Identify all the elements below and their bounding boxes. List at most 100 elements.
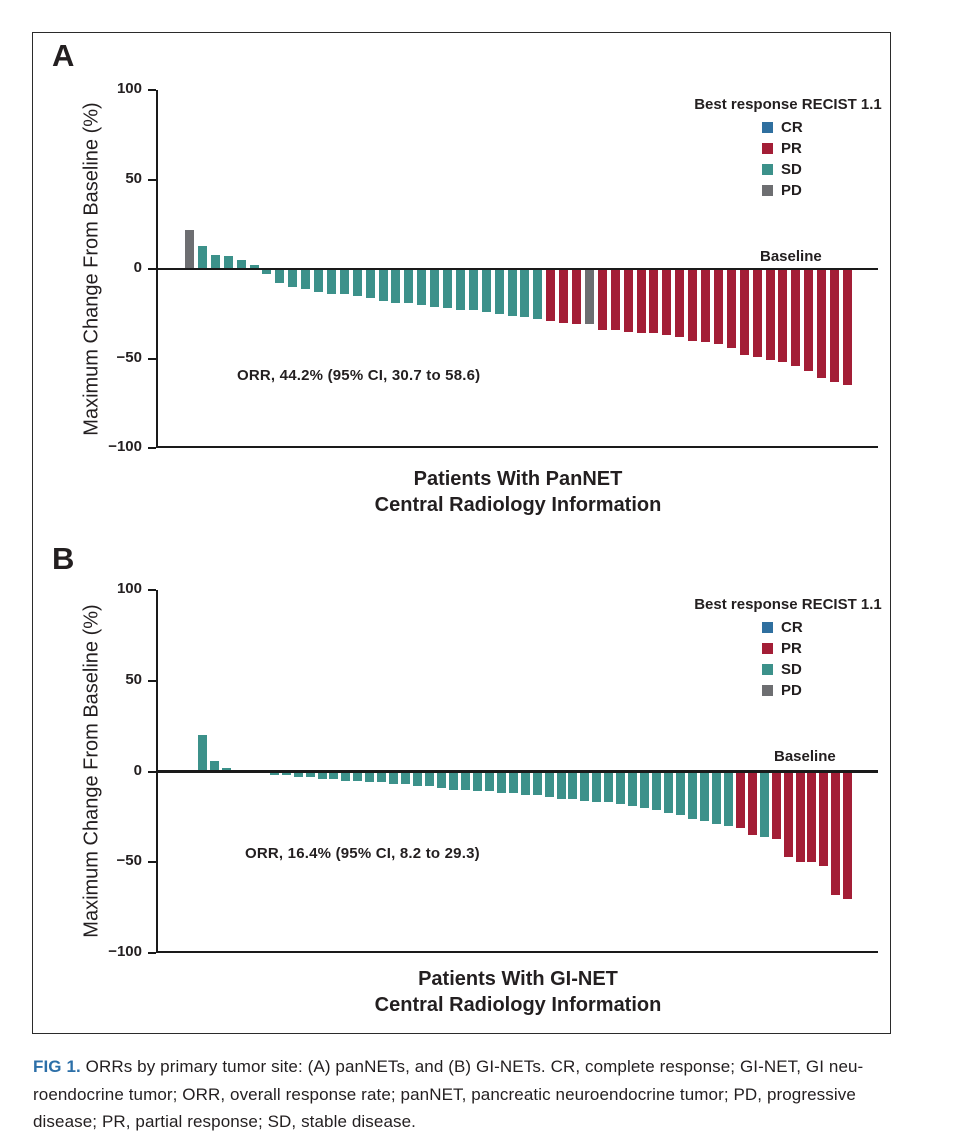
patient-bar-sd bbox=[759, 771, 769, 837]
legend-entry-label: PR bbox=[781, 640, 802, 657]
y-tick-label: −50 bbox=[116, 348, 142, 366]
legend-entry-label: PR bbox=[781, 140, 802, 157]
patient-bar-sd bbox=[604, 771, 614, 803]
patient-bar-sd bbox=[236, 260, 246, 269]
patient-bar-sd bbox=[281, 771, 291, 776]
patient-bar-pr bbox=[804, 269, 814, 372]
patient-bar-pr bbox=[701, 269, 710, 343]
y-tick-label: 0 bbox=[133, 761, 142, 779]
legend-entry-cr: CR bbox=[762, 117, 803, 138]
patient-bar-sd bbox=[353, 771, 363, 781]
orr-annotation-b: ORR, 16.4% (95% CI, 8.2 to 29.3) bbox=[245, 845, 480, 862]
y-tick-mark bbox=[147, 447, 156, 449]
patient-bar-pr bbox=[735, 771, 745, 828]
patient-bar-sd bbox=[533, 269, 543, 320]
patient-bar-sd bbox=[640, 771, 650, 808]
patient-bar-sd bbox=[425, 771, 435, 787]
patient-bar-pr bbox=[819, 771, 829, 866]
patient-bar-sd bbox=[269, 771, 279, 776]
patient-bar-pr bbox=[807, 771, 817, 863]
patient-bar-sd bbox=[198, 735, 207, 772]
figure-number-label: FIG 1. bbox=[33, 1057, 81, 1076]
baseline-zero-line bbox=[158, 770, 878, 773]
patient-bar-sd bbox=[532, 771, 542, 796]
legend-swatch-sd-icon bbox=[762, 664, 773, 675]
y-tick-mark bbox=[147, 770, 156, 773]
patient-bar-sd bbox=[378, 269, 388, 302]
patient-bar-sd bbox=[652, 771, 662, 810]
patient-bar-pr bbox=[688, 269, 698, 341]
caption-line: roendocrine tumor; ORR, overall response… bbox=[33, 1084, 856, 1104]
legend-entry-cr: CR bbox=[762, 617, 803, 638]
patient-bar-pr bbox=[771, 771, 781, 839]
x-axis-title-a-line2: Central Radiology Information bbox=[374, 494, 662, 516]
patient-bar-sd bbox=[460, 771, 470, 790]
figure-caption: FIG 1. ORRs by primary tumor site: (A) p… bbox=[33, 1053, 921, 1136]
legend-title-b: Best response RECIST 1.1 bbox=[694, 596, 882, 613]
patient-bar-sd bbox=[314, 269, 323, 293]
patient-bar-pr bbox=[843, 771, 853, 899]
patient-bar-sd bbox=[401, 771, 411, 785]
y-tick-mark bbox=[147, 89, 156, 91]
patient-bar-pr bbox=[795, 771, 805, 863]
patient-bar-pr bbox=[623, 269, 633, 332]
legend-entry-pd: PD bbox=[762, 680, 803, 701]
patient-bar-sd bbox=[404, 269, 414, 303]
patient-bar-sd bbox=[437, 771, 446, 788]
patient-bar-sd bbox=[664, 771, 674, 814]
legend-title-a: Best response RECIST 1.1 bbox=[694, 96, 882, 113]
patient-bar-sd bbox=[262, 269, 272, 275]
y-tick-label: 100 bbox=[116, 80, 142, 97]
legend-entry-label: CR bbox=[781, 619, 803, 636]
patient-bar-sd bbox=[210, 254, 220, 269]
caption-text: ORRs by primary tumor site: (A) panNETs,… bbox=[85, 1057, 864, 1076]
patient-bar-sd bbox=[209, 760, 219, 772]
waterfall-plot-pannet: 100 50 0 −50 −100 bbox=[108, 80, 878, 455]
patient-bar-pr bbox=[791, 269, 801, 366]
patient-bar-sd bbox=[391, 269, 401, 303]
y-tick-label: 50 bbox=[125, 169, 142, 187]
y-tick-label: −100 bbox=[108, 438, 142, 455]
patient-bar-sd bbox=[496, 771, 506, 794]
legend-swatch-sd-icon bbox=[762, 164, 773, 175]
patient-bar-sd bbox=[288, 269, 298, 287]
patient-bar-sd bbox=[301, 269, 311, 289]
patient-bar-pr bbox=[675, 269, 685, 338]
patient-bar-sd bbox=[329, 771, 339, 779]
patient-bar-sd bbox=[275, 269, 285, 284]
x-axis-title-a-line1: Patients With PanNET bbox=[413, 468, 623, 490]
patient-bar-sd bbox=[616, 771, 626, 805]
legend-entry-sd: SD bbox=[762, 159, 803, 180]
patient-bar-sd bbox=[676, 771, 685, 816]
y-tick-label: −100 bbox=[108, 943, 142, 960]
patient-bar-sd bbox=[223, 256, 233, 269]
patient-bar-sd bbox=[455, 269, 465, 311]
patient-bar-sd bbox=[249, 265, 259, 269]
caption-line: FIG 1. ORRs by primary tumor site: (A) p… bbox=[33, 1053, 921, 1081]
patient-bar-sd bbox=[494, 269, 504, 314]
patient-bar-sd bbox=[389, 771, 399, 785]
patient-bar-sd bbox=[448, 771, 458, 790]
patient-bar-sd bbox=[326, 269, 336, 295]
patient-bar-sd bbox=[443, 269, 452, 309]
y-tick-mark bbox=[147, 952, 156, 954]
legend-entry-pr: PR bbox=[762, 138, 803, 159]
panel-b-label: B bbox=[52, 541, 75, 576]
patient-bar-sd bbox=[481, 269, 491, 312]
patient-bar-pr bbox=[713, 269, 723, 345]
patient-bar-pd bbox=[584, 269, 594, 325]
y-tick-mark bbox=[147, 861, 156, 864]
patient-bar-pr bbox=[610, 269, 620, 330]
patient-bar-sd bbox=[580, 771, 590, 801]
baseline-label-b: Baseline bbox=[774, 748, 836, 765]
legend-entry-pr: PR bbox=[762, 638, 803, 659]
legend-swatch-cr-icon bbox=[762, 622, 773, 633]
patient-bar-sd bbox=[472, 771, 482, 792]
patient-bar-sd bbox=[711, 771, 721, 825]
legend-entry-sd: SD bbox=[762, 659, 803, 680]
patient-bar-sd bbox=[365, 269, 375, 298]
patient-bar-sd bbox=[341, 771, 351, 781]
baseline-zero-line bbox=[158, 267, 878, 271]
y-tick-label: 0 bbox=[133, 259, 142, 276]
